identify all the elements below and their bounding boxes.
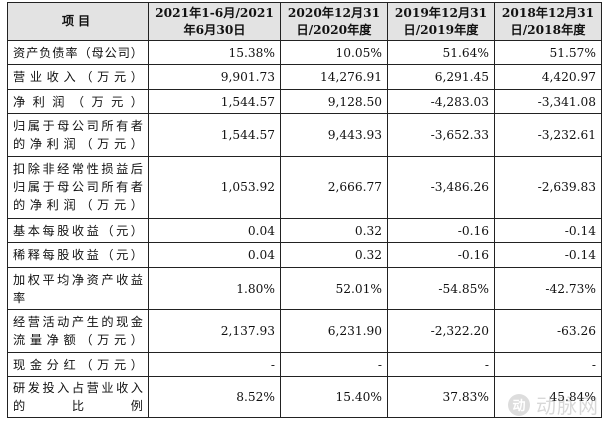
row-value: -0.16: [387, 242, 495, 268]
table-row: 资产负债率（母公司） 15.38% 10.05% 51.64% 51.57%: [7, 39, 602, 66]
table-body: 资产负债率（母公司） 15.38% 10.05% 51.64% 51.57% 营业收入（万…: [7, 39, 602, 418]
row-value: 6,231.90: [280, 309, 388, 353]
row-label: 净利润（万元）: [7, 88, 149, 115]
row-value: -: [494, 351, 602, 378]
header-item: 项目: [7, 2, 149, 41]
row-value: -3,652.33: [387, 113, 495, 158]
row-label: 资产负债率（母公司）: [7, 39, 149, 66]
row-value: 9,443.93: [280, 113, 388, 158]
row-value: 15.40%: [280, 376, 388, 418]
row-value: -3,341.08: [494, 88, 602, 115]
row-value: 2,137.93: [148, 309, 281, 353]
row-value: 8.52%: [148, 376, 281, 418]
row-label: 稀释每股收益（元）: [7, 242, 149, 268]
table-row: 净利润（万元） 1,544.57 9,128.50 -4,283.03 -3,341.0…: [7, 88, 602, 115]
row-value: 0.32: [280, 217, 388, 244]
table-row: 研发投入占营业收入 的比例 8.52% 15.40% 37.83% 45.84%: [7, 376, 602, 418]
row-value: -3,486.26: [387, 156, 495, 219]
row-value: 1,544.57: [148, 88, 281, 115]
row-value: -0.14: [494, 242, 602, 268]
header-2018: 2018年12月31 日/2018年度: [494, 2, 602, 41]
row-value: 6,291.45: [387, 64, 495, 90]
row-value: 0.04: [148, 217, 281, 244]
row-value: 37.83%: [387, 376, 495, 418]
row-label: 经营活动产生的现金 流量净额（万元）: [7, 309, 149, 353]
row-label: 基本每股收益（元）: [7, 217, 149, 244]
financial-data-table: 项目 2021年1-6月/2021 年6月30日 2020年12月31 日/2020…: [7, 2, 602, 418]
row-value: -0.14: [494, 217, 602, 244]
row-value: 2,666.77: [280, 156, 388, 219]
row-value: 9,901.73: [148, 64, 281, 90]
table-row: 现金分红（万元） - - - -: [7, 351, 602, 378]
row-value: -2,639.83: [494, 156, 602, 219]
row-label: 研发投入占营业收入 的比例: [7, 376, 149, 418]
header-2021h1: 2021年1-6月/2021 年6月30日: [148, 2, 281, 41]
row-value: -: [148, 351, 281, 378]
row-value: 0.32: [280, 242, 388, 268]
row-value: -0.16: [387, 217, 495, 244]
row-value: -: [280, 351, 388, 378]
row-value: 1,053.92: [148, 156, 281, 219]
table-row: 归属于母公司所有者 的净利润（万元） 1,544.57 9,443.93 -3,652.…: [7, 113, 602, 158]
row-label: 扣除非经常性损益后 归属于母公司所有者 的净利润（万元）: [7, 156, 149, 219]
row-label: 营业收入（万元）: [7, 64, 149, 90]
row-label: 现金分红（万元）: [7, 351, 149, 378]
header-2020: 2020年12月31 日/2020年度: [280, 2, 388, 41]
row-value: 0.04: [148, 242, 281, 268]
row-value: 1,544.57: [148, 113, 281, 158]
row-value: -63.26: [494, 309, 602, 353]
row-value: 45.84%: [494, 376, 602, 418]
table-row: 基本每股收益（元） 0.04 0.32 -0.16 -0.14: [7, 217, 602, 244]
row-label: 归属于母公司所有者 的净利润（万元）: [7, 113, 149, 158]
row-value: -2,322.20: [387, 309, 495, 353]
row-value: 51.57%: [494, 39, 602, 66]
row-label: 加权平均净资产收益率: [7, 266, 149, 311]
row-value: -3,232.61: [494, 113, 602, 158]
row-value: -42.73%: [494, 266, 602, 311]
row-value: 15.38%: [148, 39, 281, 66]
row-value: -4,283.03: [387, 88, 495, 115]
table-row: 经营活动产生的现金 流量净额（万元） 2,137.93 6,231.90 -2,322.…: [7, 309, 602, 353]
row-value: 10.05%: [280, 39, 388, 66]
row-value: 9,128.50: [280, 88, 388, 115]
header-2019: 2019年12月31 日/2019年度: [387, 2, 495, 41]
row-value: -54.85%: [387, 266, 495, 311]
table-header: 项目 2021年1-6月/2021 年6月30日 2020年12月31 日/2020…: [7, 2, 602, 41]
table-row: 稀释每股收益（元） 0.04 0.32 -0.16 -0.14: [7, 242, 602, 268]
table-row: 营业收入（万元） 9,901.73 14,276.91 6,291.45 4,420.9…: [7, 64, 602, 90]
row-value: 52.01%: [280, 266, 388, 311]
table-row: 加权平均净资产收益率 1.80% 52.01% -54.85% -42.73%: [7, 266, 602, 311]
row-value: -: [387, 351, 495, 378]
row-value: 51.64%: [387, 39, 495, 66]
row-value: 1.80%: [148, 266, 281, 311]
header-row: 项目 2021年1-6月/2021 年6月30日 2020年12月31 日/2020…: [7, 2, 602, 41]
row-value: 14,276.91: [280, 64, 388, 90]
row-value: 4,420.97: [494, 64, 602, 90]
table-row: 扣除非经常性损益后 归属于母公司所有者 的净利润（万元） 1,053.92 2,666.…: [7, 156, 602, 219]
